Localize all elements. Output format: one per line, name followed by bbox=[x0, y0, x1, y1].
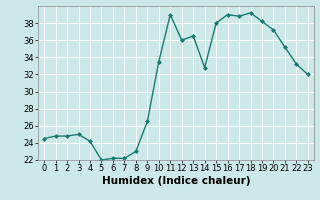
X-axis label: Humidex (Indice chaleur): Humidex (Indice chaleur) bbox=[102, 176, 250, 186]
